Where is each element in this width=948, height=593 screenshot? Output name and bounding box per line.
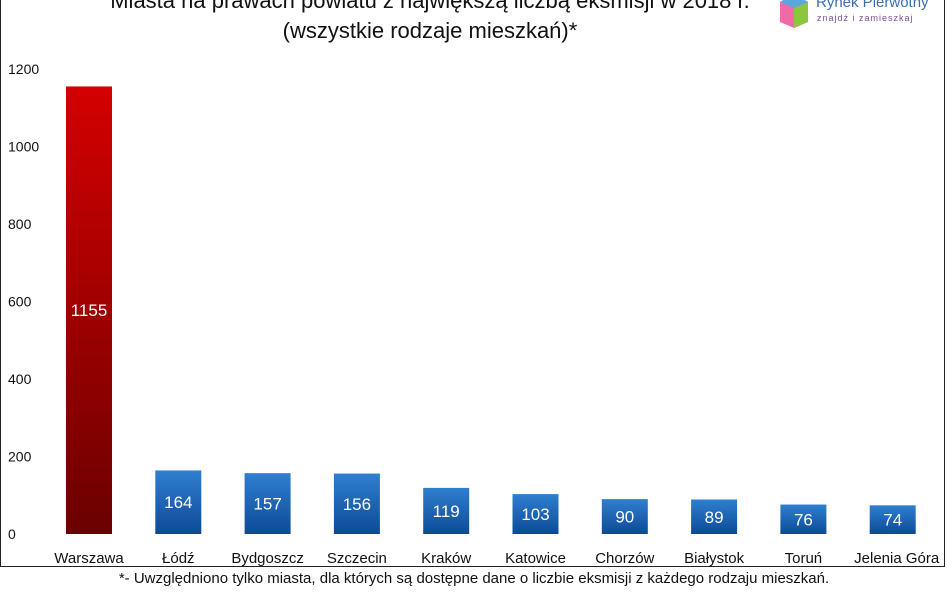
chart-subtitle: (wszystkie rodzaje mieszkań)* [282, 18, 578, 43]
data-label: 119 [433, 502, 460, 521]
data-label: 157 [253, 495, 281, 514]
data-label: 74 [883, 511, 902, 530]
logo: Rynek Pierwotny znajdź i zamieszkaj [776, 0, 946, 34]
logo-tagline: znajdź i zamieszkaj [817, 13, 914, 23]
x-tick-label: Kraków [421, 550, 471, 567]
data-label: 164 [164, 493, 192, 512]
y-tick-label: 600 [8, 294, 32, 310]
x-tick-label: Toruń [785, 550, 823, 567]
y-tick-label: 200 [8, 449, 32, 465]
x-tick-label: Szczecin [327, 550, 387, 567]
bar [423, 487, 470, 534]
footnote: *- Uwzględniono tylko miasta, dla któryc… [118, 570, 830, 587]
data-label: 1155 [71, 301, 108, 320]
x-tick-label: Chorzów [595, 550, 654, 567]
data-label: 76 [794, 510, 813, 529]
bar [244, 473, 291, 534]
bar [66, 86, 112, 534]
data-label: 90 [615, 508, 634, 527]
logo-house-icon [780, 0, 808, 28]
x-tick-label: Bydgoszcz [231, 550, 304, 567]
bar [601, 499, 648, 534]
chart-frame [0, 0, 945, 567]
bar [512, 494, 559, 534]
y-tick-label: 400 [8, 371, 32, 387]
y-tick-label: 1200 [8, 61, 39, 77]
bar [869, 505, 916, 534]
data-label: 89 [705, 508, 724, 527]
bar [155, 470, 202, 534]
bar [691, 499, 738, 534]
data-label: 156 [343, 495, 371, 514]
y-tick-label: 0 [8, 526, 16, 542]
x-tick-label: Katowice [505, 550, 566, 567]
bar [780, 504, 827, 534]
y-tick-label: 800 [8, 216, 32, 232]
chart-title: Miasta na prawach powiatu z największą l… [110, 0, 750, 13]
data-label: 103 [521, 505, 549, 524]
x-tick-label: Białystok [684, 550, 745, 567]
chart-title-block: Miasta na prawach powiatu z największą l… [0, 0, 860, 46]
x-tick-label: Łódź [162, 550, 195, 567]
bar-chart: 0 200 400 600 800 1000 1200 1155 Warszawa 164 Łód… [8, 61, 940, 567]
y-tick-label: 1000 [8, 139, 39, 155]
x-tick-label: Warszawa [54, 550, 124, 567]
bar [333, 473, 380, 534]
x-tick-label: Jelenia Góra [854, 550, 940, 567]
logo-name: Rynek Pierwotny [816, 0, 929, 11]
